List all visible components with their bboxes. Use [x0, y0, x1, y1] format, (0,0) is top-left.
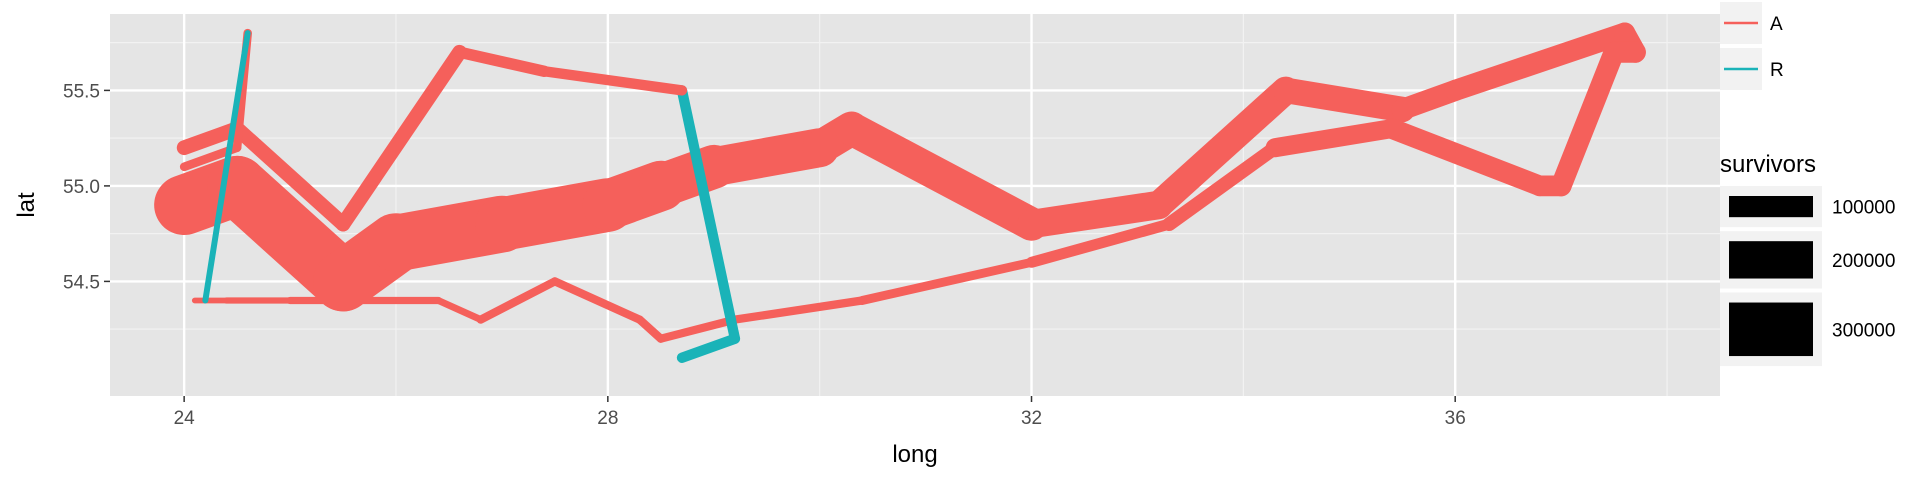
legend-size-swatch [1729, 302, 1813, 357]
path-segment [202, 30, 251, 304]
path-segment [1381, 118, 1551, 197]
grid-minor [110, 14, 1720, 396]
x-tick-label: 28 [597, 408, 618, 429]
path-segment [676, 333, 741, 363]
x-axis-title: long [892, 441, 937, 468]
y-tick-label: 55.5 [63, 81, 100, 102]
path-segment [476, 277, 559, 324]
path-segment [834, 111, 1049, 241]
path-segment [550, 277, 644, 324]
path-segment [229, 121, 351, 232]
legend-size-swatch [1729, 241, 1813, 279]
path-segment [1444, 22, 1636, 101]
path-segment [1550, 41, 1625, 197]
path-segment [694, 128, 840, 187]
legend-size-title: survivors [1720, 151, 1816, 178]
path-segment [453, 46, 551, 78]
x-tick-label: 36 [1445, 408, 1466, 429]
path-segment [676, 85, 741, 344]
data-paths [154, 22, 1646, 363]
legend-size-label: 200000 [1832, 251, 1895, 272]
path-segment [335, 44, 467, 232]
path-segment [434, 297, 485, 324]
path-segment [635, 315, 665, 343]
panel-background [110, 14, 1720, 396]
legend-size-label: 100000 [1832, 198, 1895, 219]
y-axis: 54.5 55.0 55.5 [63, 81, 110, 293]
y-tick-label: 55.0 [63, 177, 100, 198]
path-segment [1265, 119, 1402, 158]
path-segment [656, 315, 740, 343]
series-R-1 [676, 85, 741, 363]
path-segment [1162, 140, 1283, 232]
legend-size-label: 300000 [1832, 320, 1895, 341]
path-segment [857, 257, 1036, 305]
y-tick-label: 54.5 [63, 272, 100, 293]
legend-size: 100000 200000 300000 [1720, 186, 1895, 367]
legend-label-A: A [1770, 14, 1783, 35]
path-segment [1017, 190, 1173, 239]
path-segment [539, 66, 688, 96]
path-segment [1026, 218, 1175, 268]
legend-color: AR [1720, 2, 1784, 90]
y-axis-title: lat [13, 192, 40, 218]
x-tick-label: 32 [1021, 408, 1042, 429]
x-tick-label: 24 [174, 408, 196, 429]
x-axis: 24 28 32 36 [174, 396, 1466, 429]
path-segment [730, 296, 867, 324]
legend-label-R: R [1770, 60, 1784, 81]
series-A-2 [176, 44, 688, 232]
legend-size-swatch [1729, 196, 1813, 218]
series-R-4 [202, 30, 251, 304]
path-segment [176, 121, 245, 156]
path-segment [1144, 76, 1300, 219]
path-segment [1272, 77, 1416, 123]
series-A-0 [154, 22, 1646, 343]
